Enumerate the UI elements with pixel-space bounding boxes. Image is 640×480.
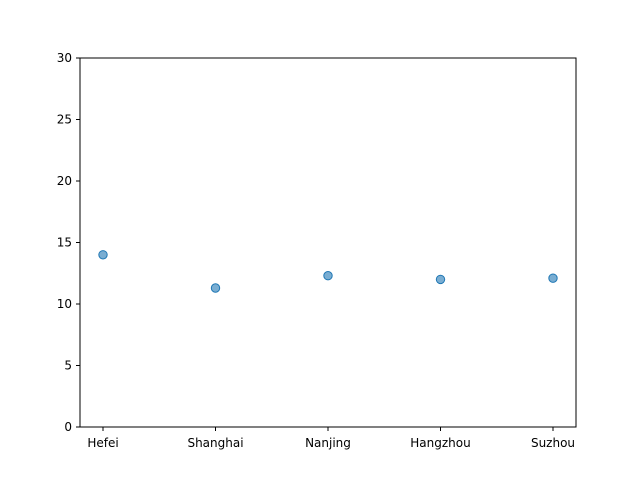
y-tick-label: 15	[57, 236, 72, 250]
data-point	[323, 271, 333, 281]
data-point	[210, 283, 221, 293]
data-point	[98, 250, 108, 260]
plot-frame	[79, 57, 577, 428]
y-tick-label: 20	[57, 174, 72, 188]
data-point	[548, 273, 558, 283]
x-tick-label: Shanghai	[187, 436, 243, 450]
y-tick-label: 30	[57, 51, 72, 65]
y-tick-label: 25	[57, 113, 72, 127]
y-tick-label: 5	[64, 359, 72, 373]
y-tick-label: 0	[64, 420, 72, 434]
x-tick-label: Suzhou	[531, 436, 575, 450]
x-tick-label: Hefei	[87, 436, 118, 450]
y-tick-label: 10	[57, 297, 72, 311]
data-points	[98, 250, 558, 293]
x-tick-label: Hangzhou	[410, 436, 470, 450]
data-point	[435, 274, 446, 285]
x-tick-label: Nanjing	[305, 436, 351, 450]
axes: 0 5 10 15 20 25 30 Hefei Shanghai Nanjing Hangzhou…	[57, 51, 575, 450]
